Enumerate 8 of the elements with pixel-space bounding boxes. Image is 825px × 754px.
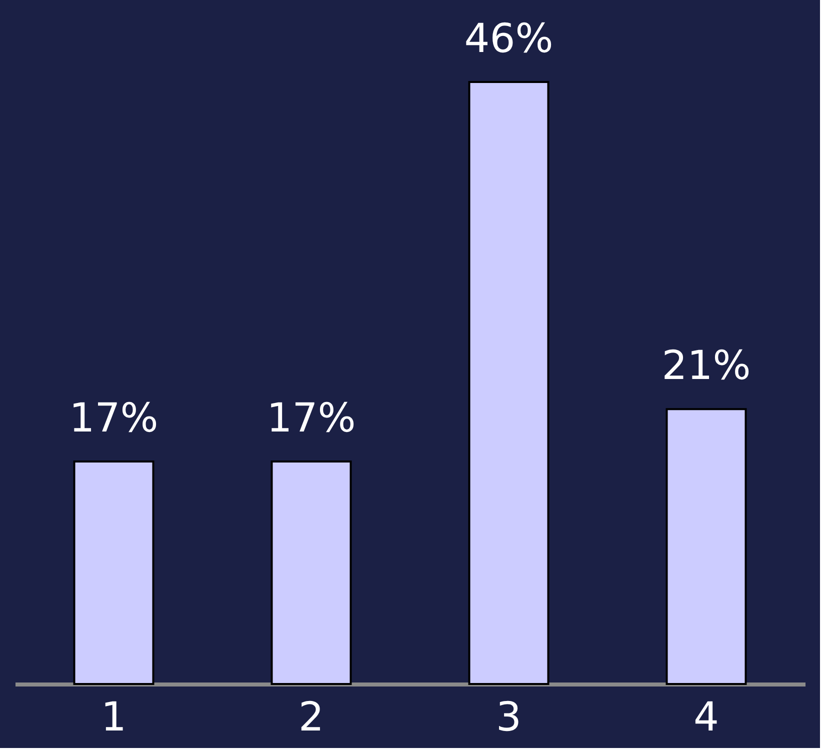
x-tick-label: 3 — [496, 694, 522, 740]
x-tick-label: 1 — [101, 694, 126, 740]
data-label: 21% — [662, 343, 751, 390]
x-tick-label: 2 — [298, 694, 324, 740]
x-tick-label: 4 — [694, 694, 719, 740]
data-label: 17% — [69, 396, 158, 442]
data-label: 46% — [464, 16, 554, 62]
data-label: 17% — [266, 396, 356, 442]
